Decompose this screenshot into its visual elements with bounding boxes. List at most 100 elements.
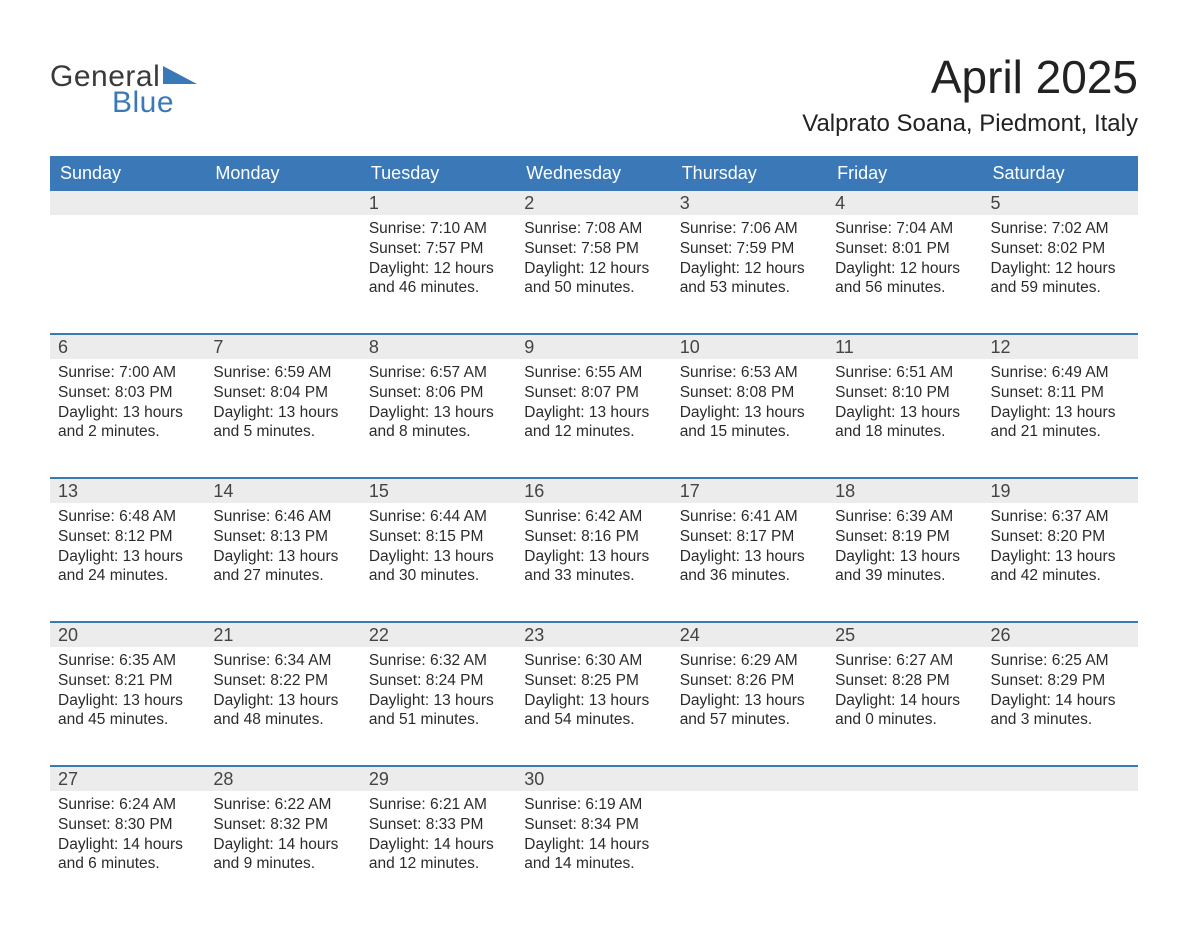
calendar-day: 16Sunrise: 6:42 AMSunset: 8:16 PMDayligh… xyxy=(516,479,671,607)
day-detail-line: Daylight: 13 hours and 36 minutes. xyxy=(680,547,819,587)
day-detail-line: Daylight: 13 hours and 54 minutes. xyxy=(524,691,663,731)
day-details: Sunrise: 7:08 AMSunset: 7:58 PMDaylight:… xyxy=(516,215,671,306)
day-details xyxy=(827,791,982,803)
day-detail-line: Sunset: 8:30 PM xyxy=(58,815,197,835)
day-detail-line: Daylight: 14 hours and 0 minutes. xyxy=(835,691,974,731)
day-number xyxy=(672,767,827,791)
calendar-week: 13Sunrise: 6:48 AMSunset: 8:12 PMDayligh… xyxy=(50,477,1138,607)
day-number xyxy=(205,191,360,215)
day-details: Sunrise: 7:10 AMSunset: 7:57 PMDaylight:… xyxy=(361,215,516,306)
day-details: Sunrise: 6:19 AMSunset: 8:34 PMDaylight:… xyxy=(516,791,671,882)
weekday-header: Wednesday xyxy=(516,156,671,191)
day-detail-line: Sunrise: 6:25 AM xyxy=(991,651,1130,671)
day-detail-line: Sunset: 8:22 PM xyxy=(213,671,352,691)
calendar-day: 19Sunrise: 6:37 AMSunset: 8:20 PMDayligh… xyxy=(983,479,1138,607)
day-detail-line: Sunrise: 6:21 AM xyxy=(369,795,508,815)
day-detail-line: Sunrise: 6:37 AM xyxy=(991,507,1130,527)
day-detail-line: Daylight: 14 hours and 14 minutes. xyxy=(524,835,663,875)
day-detail-line: Sunrise: 6:27 AM xyxy=(835,651,974,671)
day-detail-line: Sunrise: 6:55 AM xyxy=(524,363,663,383)
day-detail-line: Daylight: 13 hours and 18 minutes. xyxy=(835,403,974,443)
day-details: Sunrise: 6:32 AMSunset: 8:24 PMDaylight:… xyxy=(361,647,516,738)
logo: General Blue xyxy=(50,60,197,120)
day-detail-line: Daylight: 13 hours and 48 minutes. xyxy=(213,691,352,731)
calendar-week: 6Sunrise: 7:00 AMSunset: 8:03 PMDaylight… xyxy=(50,333,1138,463)
title-block: April 2025 Valprato Soana, Piedmont, Ita… xyxy=(802,50,1138,138)
day-number: 1 xyxy=(361,191,516,215)
day-detail-line: Sunrise: 7:08 AM xyxy=(524,219,663,239)
day-detail-line: Sunrise: 6:19 AM xyxy=(524,795,663,815)
day-detail-line: Daylight: 13 hours and 24 minutes. xyxy=(58,547,197,587)
calendar-day: 1Sunrise: 7:10 AMSunset: 7:57 PMDaylight… xyxy=(361,191,516,319)
day-number: 26 xyxy=(983,623,1138,647)
day-number: 23 xyxy=(516,623,671,647)
day-detail-line: Sunrise: 6:46 AM xyxy=(213,507,352,527)
logo-text-blue: Blue xyxy=(112,86,197,120)
day-detail-line: Daylight: 13 hours and 42 minutes. xyxy=(991,547,1130,587)
day-details: Sunrise: 6:24 AMSunset: 8:30 PMDaylight:… xyxy=(50,791,205,882)
day-detail-line: Sunset: 8:16 PM xyxy=(524,527,663,547)
day-details: Sunrise: 6:25 AMSunset: 8:29 PMDaylight:… xyxy=(983,647,1138,738)
day-number: 24 xyxy=(672,623,827,647)
day-details: Sunrise: 6:29 AMSunset: 8:26 PMDaylight:… xyxy=(672,647,827,738)
day-details: Sunrise: 7:02 AMSunset: 8:02 PMDaylight:… xyxy=(983,215,1138,306)
calendar-day: 2Sunrise: 7:08 AMSunset: 7:58 PMDaylight… xyxy=(516,191,671,319)
day-number: 19 xyxy=(983,479,1138,503)
day-detail-line: Daylight: 13 hours and 5 minutes. xyxy=(213,403,352,443)
calendar-day: 12Sunrise: 6:49 AMSunset: 8:11 PMDayligh… xyxy=(983,335,1138,463)
day-number: 2 xyxy=(516,191,671,215)
calendar-day: 18Sunrise: 6:39 AMSunset: 8:19 PMDayligh… xyxy=(827,479,982,607)
day-detail-line: Sunset: 8:21 PM xyxy=(58,671,197,691)
day-detail-line: Sunrise: 6:34 AM xyxy=(213,651,352,671)
day-details: Sunrise: 6:53 AMSunset: 8:08 PMDaylight:… xyxy=(672,359,827,450)
header: General Blue April 2025 Valprato Soana, … xyxy=(50,50,1138,138)
week-gap xyxy=(50,751,1138,765)
day-details xyxy=(205,215,360,227)
day-detail-line: Sunrise: 6:29 AM xyxy=(680,651,819,671)
day-detail-line: Sunset: 8:19 PM xyxy=(835,527,974,547)
day-detail-line: Daylight: 12 hours and 59 minutes. xyxy=(991,259,1130,299)
day-number: 9 xyxy=(516,335,671,359)
calendar-day: 26Sunrise: 6:25 AMSunset: 8:29 PMDayligh… xyxy=(983,623,1138,751)
day-detail-line: Sunrise: 7:04 AM xyxy=(835,219,974,239)
day-number xyxy=(827,767,982,791)
calendar-day: 22Sunrise: 6:32 AMSunset: 8:24 PMDayligh… xyxy=(361,623,516,751)
calendar-day: 24Sunrise: 6:29 AMSunset: 8:26 PMDayligh… xyxy=(672,623,827,751)
weekday-header: Tuesday xyxy=(361,156,516,191)
day-details: Sunrise: 6:37 AMSunset: 8:20 PMDaylight:… xyxy=(983,503,1138,594)
calendar-day: 7Sunrise: 6:59 AMSunset: 8:04 PMDaylight… xyxy=(205,335,360,463)
weekday-header: Monday xyxy=(205,156,360,191)
day-detail-line: Sunset: 8:06 PM xyxy=(369,383,508,403)
calendar-day: 5Sunrise: 7:02 AMSunset: 8:02 PMDaylight… xyxy=(983,191,1138,319)
page: General Blue April 2025 Valprato Soana, … xyxy=(0,0,1188,935)
day-number: 20 xyxy=(50,623,205,647)
day-details: Sunrise: 6:57 AMSunset: 8:06 PMDaylight:… xyxy=(361,359,516,450)
day-number: 25 xyxy=(827,623,982,647)
day-details: Sunrise: 6:46 AMSunset: 8:13 PMDaylight:… xyxy=(205,503,360,594)
day-detail-line: Sunset: 8:10 PM xyxy=(835,383,974,403)
day-number: 28 xyxy=(205,767,360,791)
day-details: Sunrise: 7:00 AMSunset: 8:03 PMDaylight:… xyxy=(50,359,205,450)
day-detail-line: Sunrise: 7:02 AM xyxy=(991,219,1130,239)
day-number: 22 xyxy=(361,623,516,647)
day-detail-line: Daylight: 13 hours and 57 minutes. xyxy=(680,691,819,731)
calendar-day: 11Sunrise: 6:51 AMSunset: 8:10 PMDayligh… xyxy=(827,335,982,463)
day-number: 14 xyxy=(205,479,360,503)
day-detail-line: Daylight: 13 hours and 39 minutes. xyxy=(835,547,974,587)
day-detail-line: Daylight: 13 hours and 21 minutes. xyxy=(991,403,1130,443)
day-detail-line: Daylight: 14 hours and 12 minutes. xyxy=(369,835,508,875)
day-details: Sunrise: 6:55 AMSunset: 8:07 PMDaylight:… xyxy=(516,359,671,450)
day-details: Sunrise: 6:44 AMSunset: 8:15 PMDaylight:… xyxy=(361,503,516,594)
calendar-day: 21Sunrise: 6:34 AMSunset: 8:22 PMDayligh… xyxy=(205,623,360,751)
day-detail-line: Sunrise: 6:24 AM xyxy=(58,795,197,815)
week-gap xyxy=(50,607,1138,621)
day-number: 17 xyxy=(672,479,827,503)
day-detail-line: Sunset: 8:29 PM xyxy=(991,671,1130,691)
day-detail-line: Sunrise: 6:57 AM xyxy=(369,363,508,383)
day-number: 7 xyxy=(205,335,360,359)
weekday-header: Sunday xyxy=(50,156,205,191)
day-detail-line: Sunrise: 7:00 AM xyxy=(58,363,197,383)
day-detail-line: Daylight: 13 hours and 51 minutes. xyxy=(369,691,508,731)
day-details: Sunrise: 6:42 AMSunset: 8:16 PMDaylight:… xyxy=(516,503,671,594)
day-number: 30 xyxy=(516,767,671,791)
